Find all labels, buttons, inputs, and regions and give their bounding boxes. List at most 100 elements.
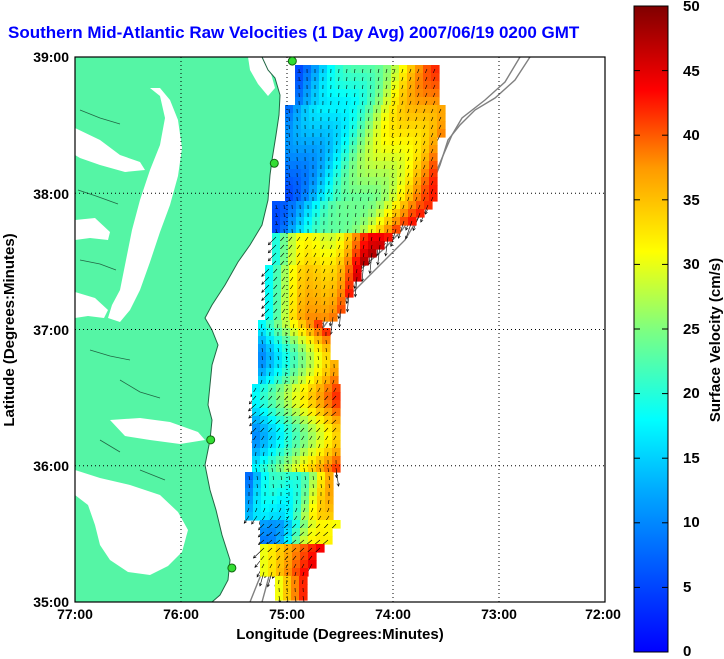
velocity-cell — [397, 129, 406, 138]
velocity-cell — [344, 249, 353, 258]
velocity-cell — [284, 568, 293, 577]
velocity-cell — [284, 528, 293, 537]
velocity-cell — [308, 536, 317, 545]
velocity-cell — [384, 201, 393, 210]
velocity-cell — [381, 145, 390, 154]
velocity-cell — [413, 113, 422, 122]
velocity-cell — [359, 65, 368, 74]
velocity-cell — [360, 233, 369, 242]
velocity-cell — [319, 81, 328, 90]
velocity-cell — [297, 313, 306, 322]
velocity-cell — [341, 129, 350, 138]
velocity-cell — [343, 97, 352, 106]
velocity-cell — [328, 201, 337, 210]
velocity-cell — [341, 153, 350, 162]
velocity-cell — [384, 217, 393, 226]
velocity-cell — [305, 281, 314, 290]
velocity-cell — [298, 368, 307, 377]
velocity-cell — [317, 129, 326, 138]
velocity-cell — [288, 249, 297, 258]
velocity-cell — [341, 177, 350, 186]
velocity-cell — [284, 552, 293, 561]
velocity-cell — [357, 121, 366, 130]
y-axis-label: Latitude (Degrees:Minutes) — [1, 233, 18, 426]
velocity-cell — [304, 257, 313, 266]
velocity-cell — [312, 241, 321, 250]
velocity-cell — [407, 97, 416, 106]
velocity-cell — [423, 73, 432, 82]
velocity-cell — [397, 185, 406, 194]
velocity-cell — [274, 376, 283, 385]
velocity-cell — [260, 408, 269, 417]
velocity-cell — [316, 544, 325, 553]
bay-inlet — [75, 128, 145, 172]
velocity-cell — [397, 169, 406, 178]
velocity-cell — [330, 376, 339, 385]
velocity-cell — [324, 432, 333, 441]
velocity-cell — [306, 368, 315, 377]
velocity-cell — [258, 328, 267, 337]
velocity-cell — [328, 233, 337, 242]
rivers — [77, 109, 166, 481]
velocity-arrow — [251, 515, 258, 525]
velocity-cell — [285, 496, 294, 505]
velocity-cell — [405, 185, 414, 194]
velocity-cell — [333, 129, 342, 138]
velocity-cell — [397, 161, 406, 170]
velocity-cell — [252, 424, 261, 433]
velocity-cell — [397, 145, 406, 154]
velocity-cell — [265, 281, 274, 290]
velocity-cell — [431, 65, 440, 74]
velocity-cell — [300, 432, 309, 441]
velocity-cell — [368, 217, 377, 226]
velocity-cell — [365, 193, 374, 202]
x-tick-label: 74:00 — [375, 606, 411, 622]
velocity-cell — [421, 161, 430, 170]
delaware-bay — [248, 57, 275, 96]
velocity-cell — [373, 161, 382, 170]
velocity-cell — [413, 177, 422, 186]
velocity-cell — [308, 408, 317, 417]
velocity-cell — [320, 233, 329, 242]
velocity-cell — [289, 305, 298, 314]
velocity-cell — [305, 297, 314, 306]
velocity-cell — [413, 169, 422, 178]
velocity-cell — [397, 193, 406, 202]
velocity-cell — [292, 416, 301, 425]
velocity-cell — [292, 560, 301, 569]
velocity-cell — [316, 432, 325, 441]
velocity-arrow — [248, 411, 257, 419]
velocity-cell — [265, 305, 274, 314]
velocity-cell — [324, 536, 333, 545]
velocity-cell — [365, 153, 374, 162]
velocity-cell — [312, 257, 321, 266]
velocity-cell — [281, 289, 290, 298]
velocity-cell — [397, 105, 406, 114]
velocity-cell — [397, 153, 406, 162]
velocity-cell — [296, 257, 305, 266]
y-tick-label: 35:00 — [33, 594, 69, 610]
velocity-cell — [269, 512, 278, 521]
velocity-cell — [260, 432, 269, 441]
velocity-cell — [353, 273, 362, 282]
velocity-cell — [360, 225, 369, 234]
velocity-arrow — [261, 284, 270, 293]
bay-inlet — [75, 218, 110, 240]
velocity-cell — [381, 177, 390, 186]
velocity-cell — [384, 233, 393, 242]
velocity-cell — [308, 440, 317, 449]
velocity-cell — [373, 105, 382, 114]
velocity-cell — [268, 384, 277, 393]
velocity-cell — [329, 273, 338, 282]
velocity-cell — [325, 504, 334, 513]
velocity-cell — [268, 552, 277, 561]
velocity-cell — [260, 552, 269, 561]
velocity-arrow — [376, 244, 381, 266]
velocity-cell — [322, 328, 331, 337]
velocity-cell — [320, 201, 329, 210]
velocity-cell — [352, 257, 361, 266]
velocity-cell — [405, 153, 414, 162]
velocity-cell — [405, 121, 414, 130]
velocity-cell — [357, 193, 366, 202]
velocity-cell — [332, 432, 341, 441]
